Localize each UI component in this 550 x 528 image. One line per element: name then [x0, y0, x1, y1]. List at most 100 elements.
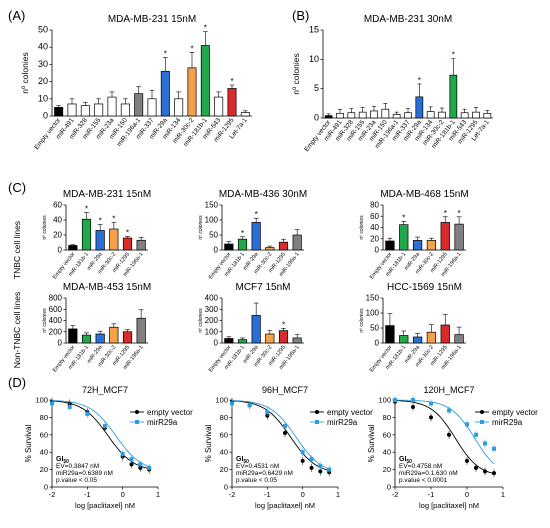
gi50-label: GI50 — [399, 456, 412, 465]
y-tick-label: 20 — [383, 465, 391, 474]
y-tick-label: 80 — [370, 201, 379, 210]
legend-label: empty vector — [492, 408, 538, 417]
bar — [54, 107, 64, 117]
y-tick-label: 15 — [309, 25, 319, 35]
data-point — [465, 458, 469, 463]
panel-label-a: (A) — [8, 8, 25, 23]
y-tick-label: 0 — [44, 483, 48, 492]
gi50-subscript: 50 — [63, 459, 69, 465]
bar — [278, 330, 289, 344]
section-label-non-tnbc: Non-TNBC cell lines — [12, 292, 22, 369]
data-point — [393, 398, 397, 402]
legend-marker — [480, 420, 484, 424]
y-tick-label: 80 — [220, 413, 228, 422]
data-point — [129, 462, 134, 467]
y-tick-label: 0 — [58, 246, 63, 255]
y-tick-label: 0 — [214, 246, 219, 255]
data-point — [318, 469, 323, 474]
chart-title: MDA-MB-453 15nM — [63, 282, 151, 293]
bar — [122, 331, 133, 344]
y-tick-label: 20 — [40, 465, 48, 474]
bar — [120, 103, 130, 117]
y-axis-label: nº colonies — [42, 215, 48, 240]
x-axis-label: log [paclitaxel] nM — [419, 501, 479, 510]
bar — [324, 115, 333, 119]
y-tick-label: 30 — [38, 59, 48, 69]
bar — [160, 70, 170, 117]
y-axis-label: % Survival — [367, 424, 376, 462]
gi50-label: GI50 — [236, 456, 249, 465]
bar — [404, 112, 412, 119]
y-tick-label: 100 — [366, 309, 380, 318]
panel-label-b: (B) — [292, 8, 309, 23]
x-tick-label: -1 — [264, 490, 271, 499]
data-point — [103, 424, 107, 429]
fit-curve — [395, 399, 495, 465]
bar — [240, 112, 250, 117]
y-tick-label: 40 — [220, 448, 228, 457]
chart-title: MDA-MB-231 30nM — [364, 14, 452, 25]
bar — [237, 238, 248, 251]
data-point — [327, 467, 332, 472]
significance-mark: * — [452, 51, 455, 60]
bar — [109, 228, 119, 251]
significance-mark: * — [444, 209, 447, 218]
data-point — [483, 469, 487, 474]
x-tick-label: 1 — [156, 490, 160, 499]
y-axis-label: % Survival — [24, 424, 33, 462]
bar — [385, 325, 395, 344]
fit-curve — [51, 400, 150, 467]
bar — [358, 111, 367, 119]
bar — [440, 222, 450, 251]
significance-mark: * — [85, 205, 88, 214]
annotation-line: EV=0.4531 nM — [236, 463, 279, 470]
chart-title: HCC-1569 15nM — [387, 282, 462, 293]
x-tick-label: 0 — [465, 490, 469, 499]
y-tick-label: 60 — [383, 430, 391, 439]
x-tick-label: 1 — [336, 490, 340, 499]
x-axis-label: log [paclitaxel] nM — [255, 501, 315, 510]
y-axis-label: nº colonies — [291, 53, 301, 94]
y-tick-label: 100 — [205, 216, 219, 225]
panel-label-d: (D) — [8, 375, 26, 390]
x-tick-label: 0 — [121, 490, 125, 499]
bar — [336, 112, 344, 119]
bar — [67, 103, 77, 117]
bar — [81, 218, 92, 251]
annotation-line: EV=0.4758 nM — [399, 463, 442, 470]
y-tick-label: 10 — [38, 93, 48, 103]
x-axis-label: log [paclitaxel] nM — [75, 501, 135, 510]
bar — [438, 111, 446, 119]
bar — [80, 105, 90, 117]
y-tick-label: 60 — [370, 212, 379, 221]
significance-mark: * — [126, 229, 129, 238]
y-axis-label: % Survival — [204, 424, 213, 462]
bar — [94, 103, 104, 117]
bar — [449, 74, 458, 119]
significance-mark: * — [241, 229, 244, 238]
gi50-label: GI50 — [56, 456, 69, 465]
bar — [265, 333, 275, 344]
chart-title: 120H_MCF7 — [423, 385, 474, 395]
bar — [412, 336, 423, 344]
y-tick-label: 20 — [220, 465, 228, 474]
significance-mark: * — [99, 217, 102, 226]
y-tick-label: 200 — [49, 327, 63, 336]
panel-label-c: (C) — [8, 180, 26, 195]
legend-label: mirR29a — [147, 418, 178, 427]
y-tick-label: 60 — [40, 430, 48, 439]
data-point — [411, 404, 415, 409]
data-point — [85, 411, 90, 416]
bar — [370, 110, 378, 119]
y-tick-label: 0 — [387, 483, 391, 492]
bar — [237, 339, 248, 344]
fit-curve — [231, 400, 330, 471]
chart-title: 72H_MCF7 — [82, 385, 128, 395]
bar — [399, 335, 409, 344]
x-tick-label: 0 — [301, 490, 305, 499]
bar — [251, 222, 261, 251]
